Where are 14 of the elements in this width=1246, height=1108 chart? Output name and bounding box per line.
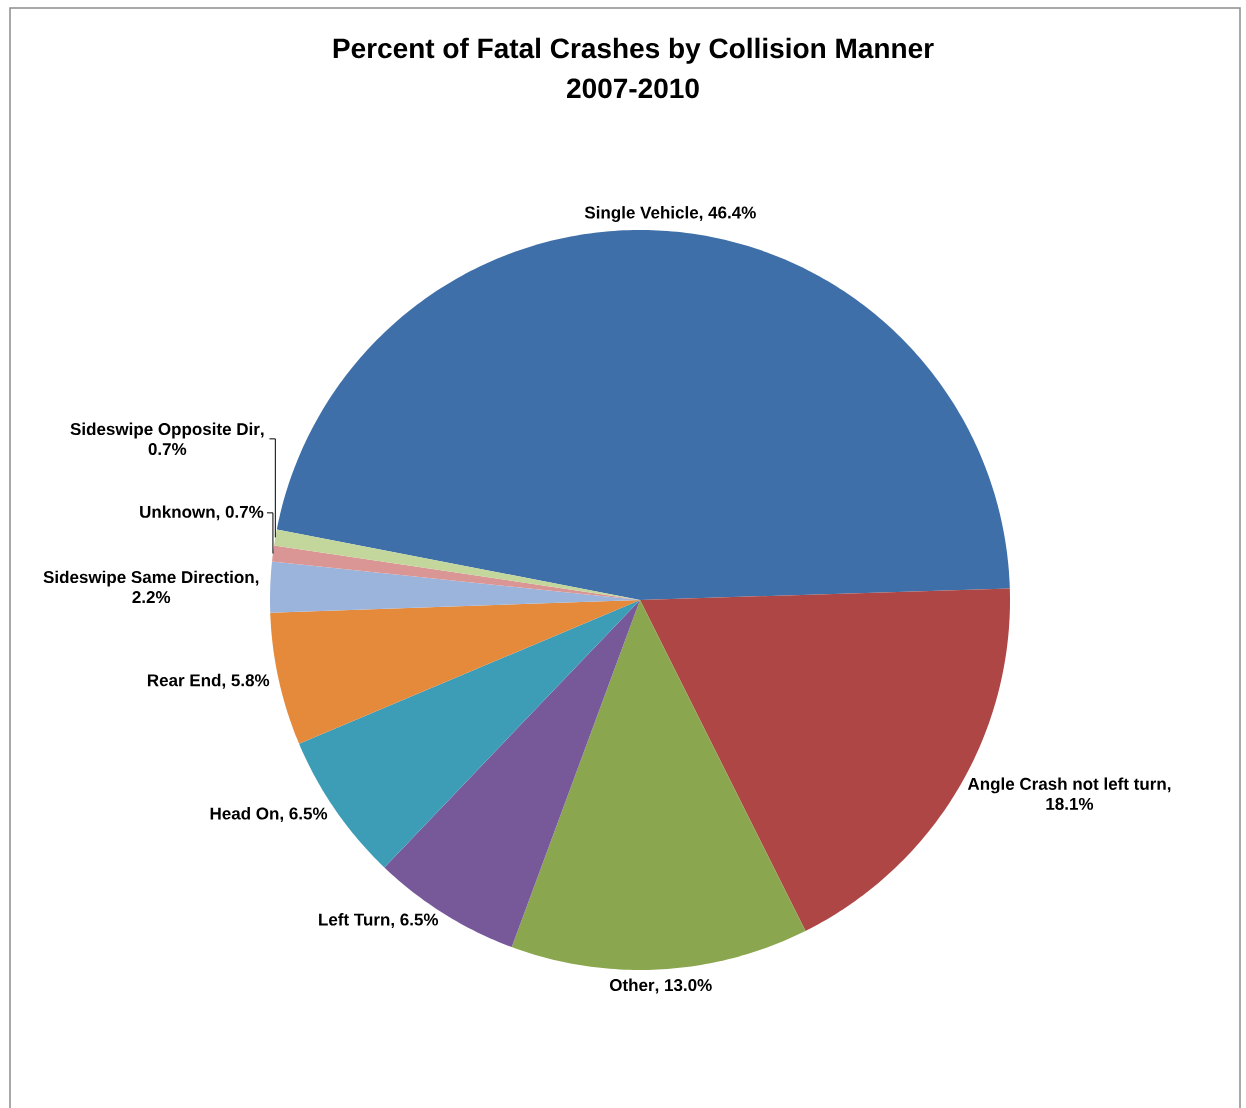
chart-title: Percent of Fatal Crashes by Collision Manner	[333, 37, 934, 64]
slice-label: Head On	[210, 807, 279, 820]
data-label: , 13.0%	[655, 979, 712, 994]
data-label: , 6.5%	[391, 913, 439, 929]
data-label: , 6.5%	[280, 807, 328, 823]
chart-subtitle: 2007-2010	[567, 78, 699, 99]
slice-label: Other	[609, 978, 655, 992]
slice-label: Left Turn	[319, 913, 390, 926]
data-label: , 46.4%	[699, 206, 756, 222]
slice-label: Rear End	[147, 673, 221, 687]
data-label: , 5.8%	[222, 674, 270, 689]
slice-label: Unknown	[140, 505, 215, 518]
slice-label: Single Vehicle	[584, 206, 699, 223]
data-label: , 0.7%	[216, 505, 264, 521]
